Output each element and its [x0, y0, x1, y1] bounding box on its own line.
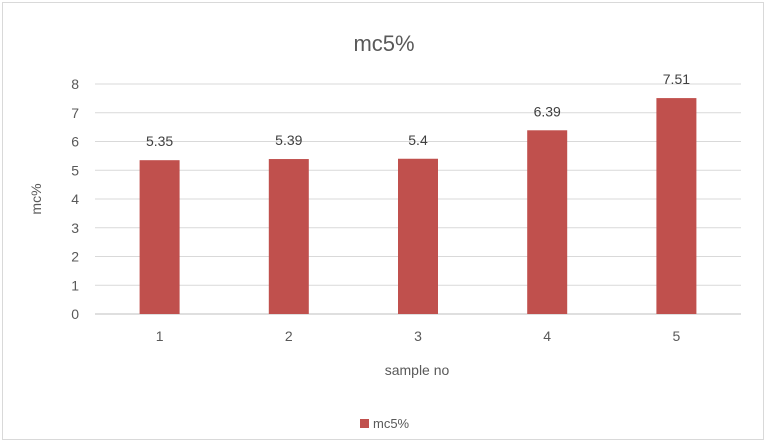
x-tick-label: 1: [156, 328, 164, 344]
x-tick-label: 3: [414, 328, 422, 344]
y-tick-label: 7: [71, 105, 79, 121]
y-tick-label: 8: [71, 76, 79, 92]
y-tick-label: 0: [71, 306, 79, 322]
bar: [398, 158, 438, 314]
bar-chart: mc5% 0 1 2 3 4 5 6 7 8 5.35 5.39 5.4 6.39 7.51 1 2 3 4 5…: [28, 31, 741, 431]
chart-title: mc5%: [353, 31, 414, 56]
data-label: 5.35: [146, 133, 173, 149]
y-tick-labels: 0 1 2 3 4 5 6 7 8: [71, 76, 79, 322]
data-label: 5.4: [408, 132, 428, 148]
y-tick-label: 6: [71, 134, 79, 150]
bar: [656, 98, 697, 315]
data-label: 7.51: [663, 71, 690, 87]
x-tick-label: 5: [673, 328, 681, 344]
data-label: 6.39: [534, 103, 561, 119]
bar: [268, 159, 309, 314]
y-tick-label: 5: [71, 162, 79, 178]
chart-area: mc5% 0 1 2 3 4 5 6 7 8 5.35 5.39 5.4 6.39 7.51 1 2 3 4 5…: [2, 2, 764, 440]
data-labels: 5.35 5.39 5.4 6.39 7.51: [146, 71, 690, 149]
bar: [139, 160, 180, 314]
legend-label: mc5%: [373, 416, 410, 431]
y-tick-label: 4: [71, 191, 79, 207]
bar-series: [139, 98, 697, 315]
y-tick-label: 2: [71, 249, 79, 265]
legend-swatch: [360, 419, 369, 428]
y-axis-title: mc%: [28, 183, 44, 214]
bar: [527, 130, 568, 314]
x-tick-label: 4: [543, 328, 551, 344]
x-tick-label: 2: [285, 328, 293, 344]
legend: mc5%: [360, 416, 410, 431]
y-tick-label: 1: [71, 277, 79, 293]
x-tick-labels: 1 2 3 4 5: [156, 328, 681, 344]
x-axis-title: sample no: [385, 362, 450, 378]
y-tick-label: 3: [71, 220, 79, 236]
data-label: 5.39: [275, 132, 302, 148]
